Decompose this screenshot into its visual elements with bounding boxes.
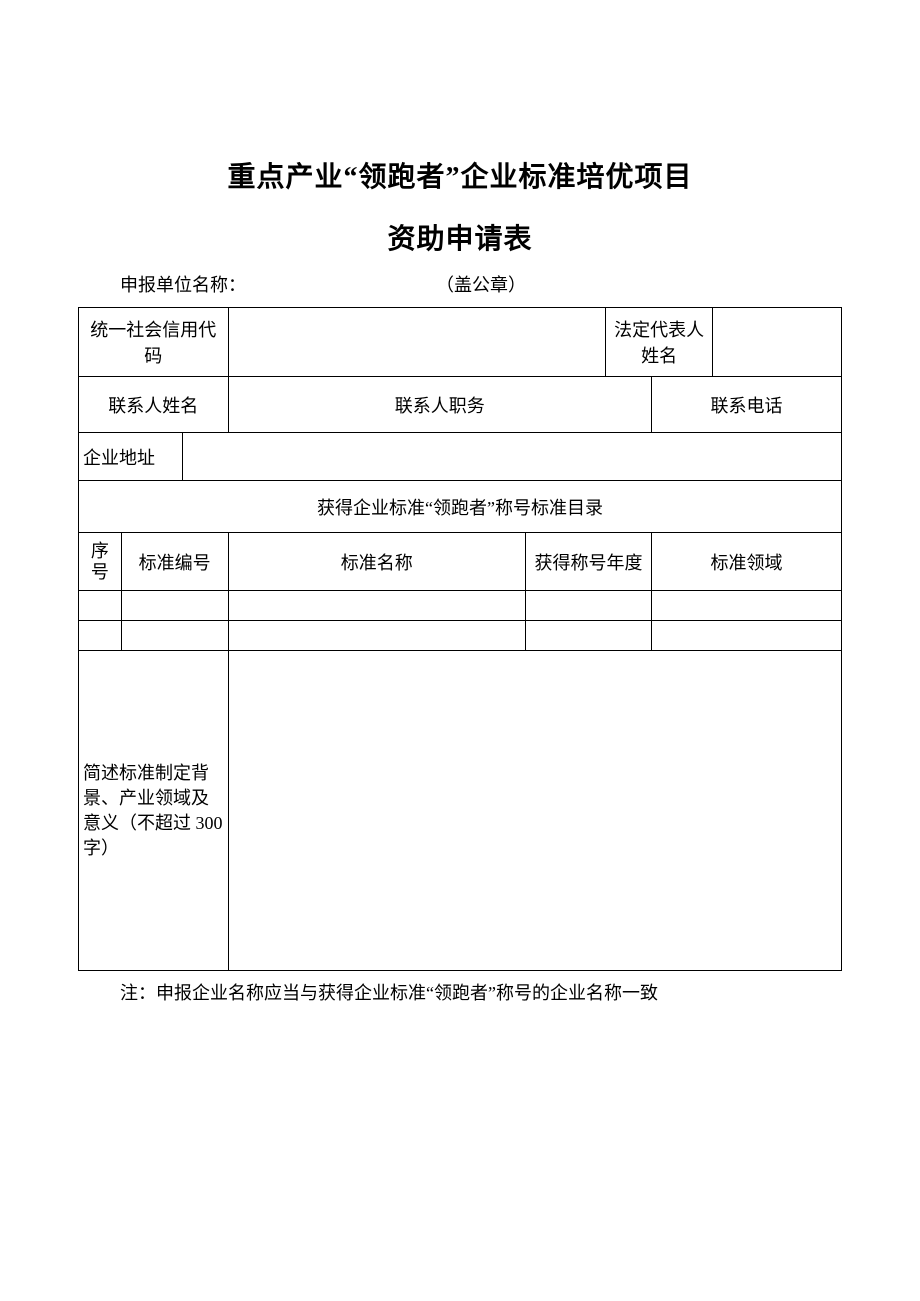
seal-placeholder: （盖公章） xyxy=(436,271,526,297)
contact-name-label: 联系人姓名 xyxy=(79,377,229,433)
legal-rep-label: 法定代表人姓名 xyxy=(606,308,713,377)
table-row[interactable] xyxy=(228,591,526,621)
header-row: 申报单位名称： （盖公章） xyxy=(78,271,842,297)
col-year: 获得称号年度 xyxy=(526,533,652,591)
social-credit-label: 统一社会信用代码 xyxy=(79,308,229,377)
col-std-no: 标准编号 xyxy=(121,533,228,591)
address-label: 企业地址 xyxy=(79,433,183,481)
table-row[interactable] xyxy=(526,621,652,651)
table-row[interactable] xyxy=(651,591,841,621)
social-credit-value[interactable] xyxy=(228,308,606,377)
table-row[interactable] xyxy=(651,621,841,651)
col-domain: 标准领域 xyxy=(651,533,841,591)
footnote: 注：申报企业名称应当与获得企业标准“领跑者”称号的企业名称一致 xyxy=(78,979,842,1005)
col-std-name: 标准名称 xyxy=(228,533,526,591)
table-row[interactable] xyxy=(121,621,228,651)
legal-rep-value[interactable] xyxy=(713,308,842,377)
table-row[interactable] xyxy=(526,591,652,621)
table-row[interactable] xyxy=(79,621,122,651)
contact-phone-label: 联系电话 xyxy=(651,377,841,433)
col-seq: 序号 xyxy=(79,533,122,591)
applicant-name-label: 申报单位名称： xyxy=(120,271,246,297)
contact-title-label: 联系人职务 xyxy=(228,377,651,433)
table-row[interactable] xyxy=(228,621,526,651)
application-form-table: 统一社会信用代码 法定代表人姓名 联系人姓名 联系人职务 联系电话 企业地址 获… xyxy=(78,307,842,971)
table-row[interactable] xyxy=(79,591,122,621)
table-row[interactable] xyxy=(121,591,228,621)
document-title-line1: 重点产业“领跑者”企业标准培优项目 xyxy=(78,155,842,195)
section-title: 获得企业标准“领跑者”称号标准目录 xyxy=(79,481,842,533)
description-value[interactable] xyxy=(228,651,841,971)
document-title-line2: 资助申请表 xyxy=(78,217,842,257)
address-value[interactable] xyxy=(182,433,841,481)
description-label: 简述标准制定背景、产业领域及意义（不超过 300 字） xyxy=(79,651,229,971)
